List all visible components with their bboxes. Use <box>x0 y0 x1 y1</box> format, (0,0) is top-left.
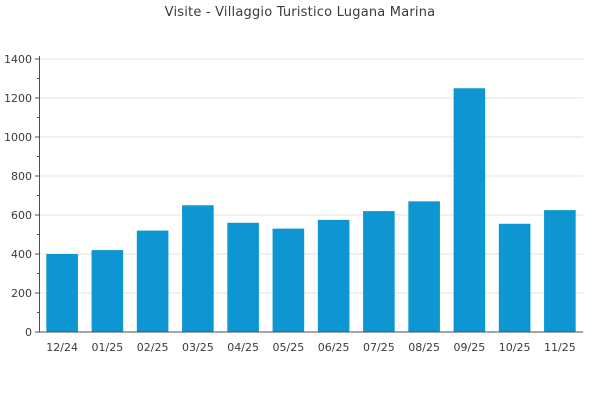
x-tick-label: 04/25 <box>227 341 259 354</box>
x-tick-label: 09/25 <box>454 341 486 354</box>
bar <box>363 211 395 332</box>
y-tick-label: 600 <box>11 209 32 222</box>
y-tick-label: 1000 <box>4 131 32 144</box>
bar <box>317 219 350 332</box>
y-tick-label: 1200 <box>4 92 32 105</box>
bar <box>227 222 259 332</box>
x-tick-label: 08/25 <box>408 341 440 354</box>
bar <box>136 230 169 332</box>
bar <box>46 254 78 332</box>
bar <box>91 250 124 332</box>
x-tick-label: 02/25 <box>137 341 169 354</box>
x-tick-label: 07/25 <box>363 341 395 354</box>
y-tick-label: 200 <box>11 287 32 300</box>
x-tick-label: 05/25 <box>273 341 305 354</box>
y-tick-label: 1400 <box>4 53 32 66</box>
x-tick-label: 11/25 <box>544 341 576 354</box>
y-tick-label: 0 <box>25 326 32 339</box>
x-tick-label: 03/25 <box>182 341 214 354</box>
y-tick-label: 800 <box>11 170 32 183</box>
x-tick-label: 12/24 <box>46 341 78 354</box>
bar <box>408 201 440 332</box>
x-tick-label: 10/25 <box>499 341 531 354</box>
bar <box>182 205 214 332</box>
chart-title: Visite - Villaggio Turistico Lugana Mari… <box>164 5 436 20</box>
bar <box>272 228 305 332</box>
bar <box>544 210 576 332</box>
bar <box>453 88 486 332</box>
y-tick-label: 400 <box>11 248 32 261</box>
x-tick-label: 06/25 <box>318 341 350 354</box>
x-tick-label: 01/25 <box>92 341 124 354</box>
bar <box>498 223 531 332</box>
